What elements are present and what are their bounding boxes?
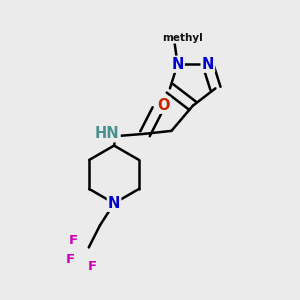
Text: O: O <box>158 98 170 113</box>
Text: N: N <box>108 196 120 211</box>
Text: F: F <box>88 260 97 273</box>
Text: N: N <box>171 57 184 72</box>
Text: HN: HN <box>95 126 120 141</box>
Text: F: F <box>66 253 75 266</box>
Text: methyl: methyl <box>163 33 203 43</box>
Text: F: F <box>69 235 78 248</box>
Text: N: N <box>202 57 214 72</box>
